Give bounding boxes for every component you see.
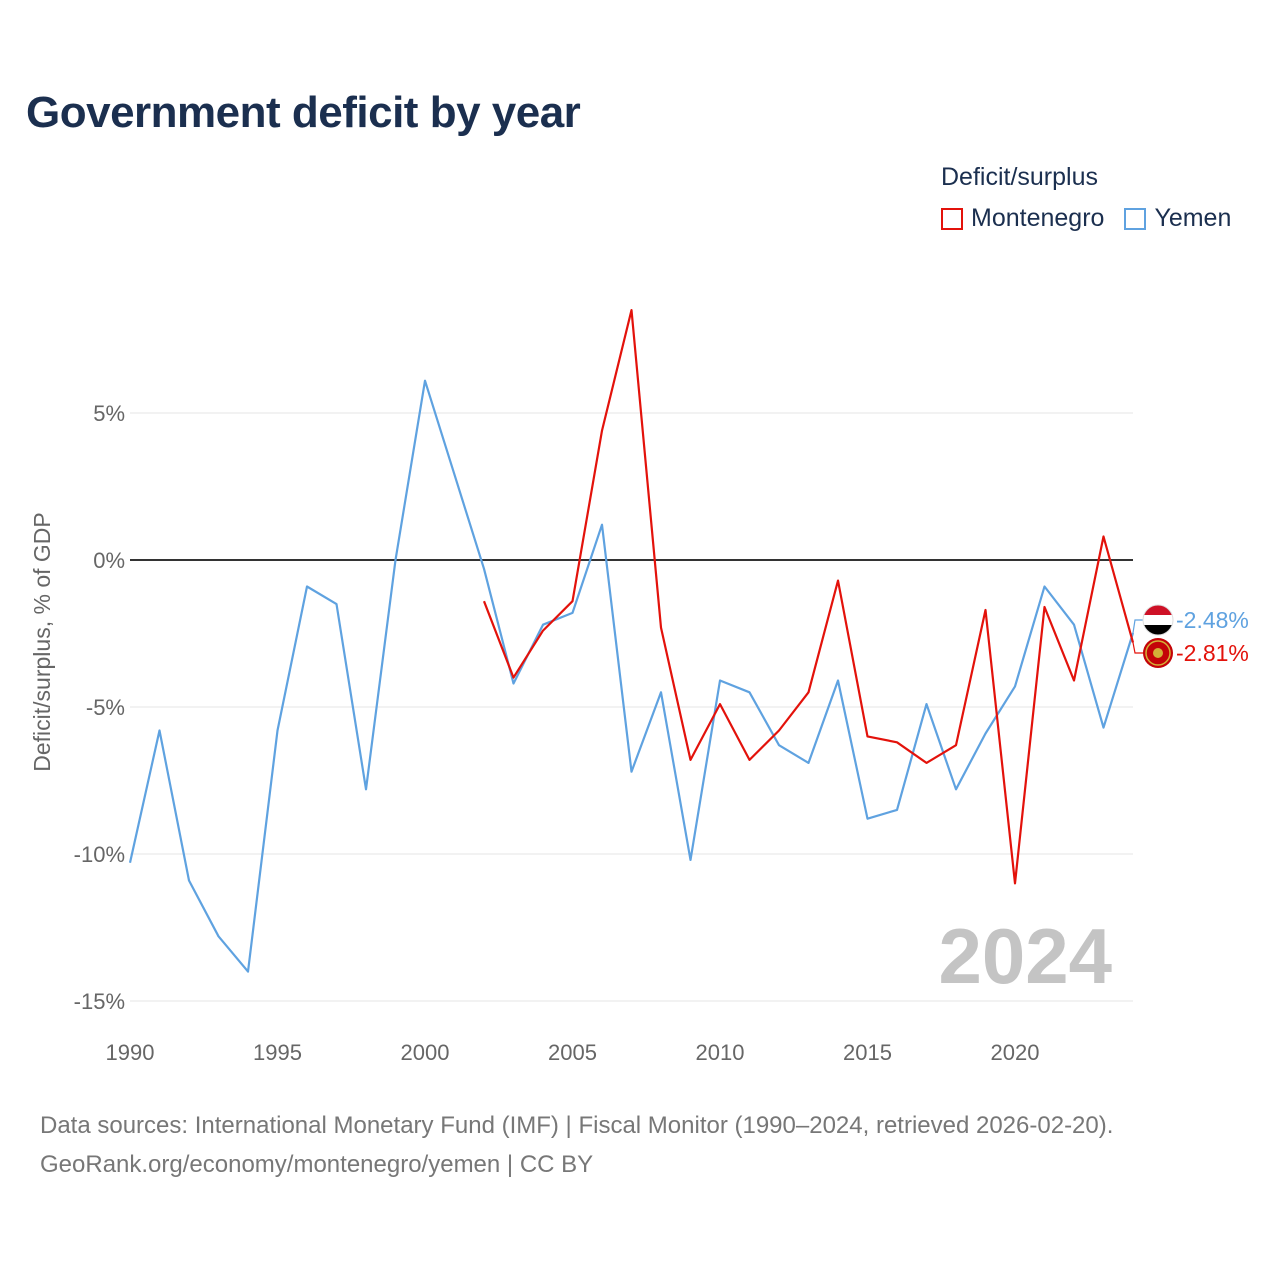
gridlines xyxy=(130,412,1133,1002)
y-tick-label: -15% xyxy=(74,989,125,1014)
end-markers: -2.48% -2.81% xyxy=(1132,604,1249,668)
x-tick-label: 2010 xyxy=(696,1040,745,1065)
y-axis-label: Deficit/surplus, % of GDP xyxy=(29,512,55,771)
flag-icon-yemen xyxy=(1142,604,1174,636)
x-axis-ticks: 1990 1995 2000 2005 2010 2015 2020 xyxy=(106,1040,1040,1065)
legend-label-montenegro: Montenegro xyxy=(971,204,1105,232)
source-line-1: Data sources: International Monetary Fun… xyxy=(40,1112,1114,1139)
legend-label-yemen: Yemen xyxy=(1154,204,1232,232)
x-tick-label: 1990 xyxy=(106,1040,155,1065)
series-lines xyxy=(128,309,1135,973)
legend-item-yemen[interactable]: Yemen xyxy=(1124,204,1231,233)
legend-swatch-montenegro xyxy=(941,207,963,230)
year-watermark: 2024 xyxy=(938,912,1112,1000)
y-tick-label: -10% xyxy=(74,842,125,867)
source-line-2[interactable]: GeoRank.org/economy/montenegro/yemen | C… xyxy=(40,1151,594,1178)
x-tick-label: 2020 xyxy=(991,1040,1040,1065)
x-tick-label: 2015 xyxy=(843,1040,892,1065)
legend: Montenegro Yemen xyxy=(941,204,1251,233)
chart-title: Government deficit by year xyxy=(26,88,581,137)
flag-icon-montenegro xyxy=(1143,638,1173,668)
source-note: Data sources: International Monetary Fun… xyxy=(40,1106,1113,1184)
x-tick-label: 2005 xyxy=(548,1040,597,1065)
end-label-yemen: -2.48% xyxy=(1176,607,1249,633)
series-line-yemen[interactable] xyxy=(128,379,1135,973)
leader-line-montenegro xyxy=(1132,642,1144,654)
legend-item-montenegro[interactable]: Montenegro xyxy=(941,204,1104,233)
y-tick-label: 0% xyxy=(93,548,125,573)
end-label-montenegro: -2.81% xyxy=(1176,640,1249,666)
x-tick-label: 1995 xyxy=(253,1040,302,1065)
y-tick-label: 5% xyxy=(93,401,125,426)
y-tick-label: -5% xyxy=(86,695,125,720)
x-tick-label: 2000 xyxy=(401,1040,450,1065)
leader-line-yemen xyxy=(1132,619,1144,634)
legend-swatch-yemen xyxy=(1124,207,1147,230)
legend-title: Deficit/surplus xyxy=(941,163,1098,191)
series-line-montenegro[interactable] xyxy=(482,309,1135,885)
deficit-line-chart: 5% 0% -5% -10% -15% 1990 1995 2000 2005 2010 2015… xyxy=(29,309,1249,1065)
y-axis-ticks: 5% 0% -5% -10% -15% xyxy=(74,401,125,1014)
